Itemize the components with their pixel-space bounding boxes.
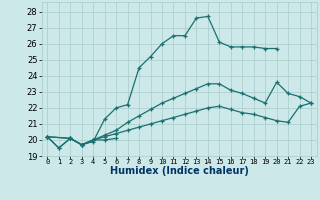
X-axis label: Humidex (Indice chaleur): Humidex (Indice chaleur) xyxy=(110,166,249,176)
